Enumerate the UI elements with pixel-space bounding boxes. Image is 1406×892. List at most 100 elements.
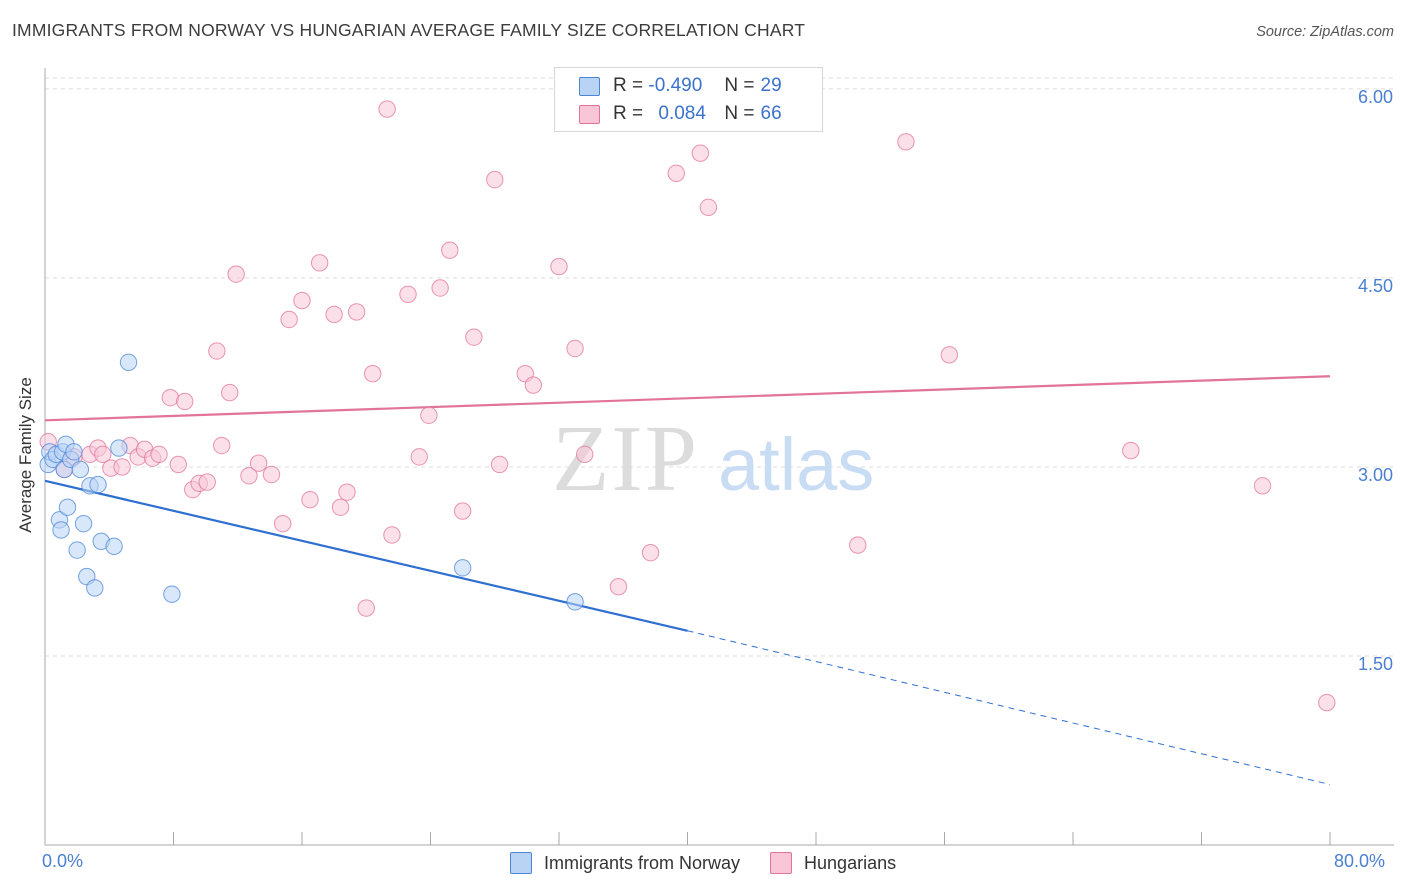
hungarian-point — [198, 473, 216, 491]
hungarian-point — [176, 392, 194, 411]
hungarian-point — [293, 291, 311, 310]
source-label: Source: ZipAtlas.com — [1256, 24, 1394, 40]
norway-point — [105, 537, 123, 556]
hungarian-point — [262, 465, 281, 484]
norway-point — [453, 559, 472, 577]
y-tick-label: 4.50 — [1358, 276, 1393, 296]
hungarian-point — [280, 310, 298, 329]
norway-point — [163, 585, 181, 603]
hungarian-point — [431, 279, 449, 297]
hungarian-point — [441, 241, 459, 259]
data-points — [39, 100, 1336, 712]
hungarian-point — [357, 599, 375, 617]
hungarian-point — [212, 436, 231, 455]
hungarian-point — [524, 376, 542, 394]
hungarian-point — [94, 445, 112, 464]
legend-swatch-hungarians — [579, 104, 600, 124]
hungarian-point — [399, 285, 417, 304]
legend-n-label: N = — [724, 103, 755, 124]
hungarian-point — [347, 303, 366, 321]
hungarian-point — [609, 577, 628, 596]
legend-r-label: R = — [613, 75, 644, 96]
norway-point — [65, 443, 83, 461]
norway-point — [119, 353, 138, 372]
legend-swatch-norway — [579, 76, 600, 96]
hungarian-point — [566, 339, 584, 358]
y-tick-labels: 1.50 3.00 4.50 6.00 — [1358, 87, 1393, 674]
hungarian-point — [325, 305, 343, 324]
legend-label-hungarians: Hungarians — [804, 852, 897, 873]
norway-point — [89, 475, 107, 494]
hungarian-point — [1318, 693, 1336, 712]
norway-point — [52, 521, 70, 539]
hungarian-point — [420, 406, 438, 424]
legend-n-label: N = — [724, 75, 755, 96]
norway-point — [86, 579, 104, 597]
hungarian-point — [486, 170, 504, 189]
legend-row-norway: R = -0.490 N = 29 — [555, 72, 782, 100]
hungarian-point — [453, 502, 472, 520]
hungarian-point — [161, 388, 179, 407]
hungarian-point — [940, 346, 959, 364]
hungarian-point — [849, 536, 867, 554]
x-tick-label-max: 80.0% — [1334, 851, 1386, 871]
hungarian-point — [1253, 477, 1272, 495]
grid-lines — [45, 77, 1394, 657]
stats-legend: R = -0.490 N = 29 R = 0.084 N = 66 — [554, 67, 823, 132]
norway-point — [68, 541, 86, 559]
legend-row-hungarians: R = 0.084 N = 66 — [555, 100, 782, 128]
legend-r-label: R = — [613, 103, 644, 124]
hungarian-point — [227, 265, 245, 283]
hungarian-point — [338, 483, 356, 501]
watermark-zip: ZIP — [552, 407, 699, 511]
hungarian-point — [383, 526, 401, 544]
legend-label-norway: Immigrants from Norway — [544, 852, 741, 873]
norway-point — [110, 439, 128, 457]
legend-n-value-hungarians: 66 — [760, 103, 782, 124]
hungarian-point — [301, 491, 319, 509]
y-tick-label: 1.50 — [1358, 654, 1393, 674]
norway-point — [58, 498, 77, 516]
hungarian-point — [274, 514, 292, 533]
legend-item-norway[interactable]: Immigrants from Norway — [510, 852, 740, 874]
legend-r-value-hungarians: 0.084 — [658, 103, 706, 124]
x-tick-label-min: 0.0% — [42, 851, 84, 871]
hungarian-point — [240, 467, 258, 485]
hungarian-point — [576, 445, 594, 464]
hungarian-point — [667, 164, 685, 183]
hungarian-point — [699, 198, 718, 217]
norway-point — [71, 460, 90, 479]
hungarian-point — [378, 100, 396, 118]
watermark: ZIP atlas — [552, 407, 874, 511]
hungarian-point — [363, 364, 382, 383]
series-legend: Immigrants from Norway Hungarians — [510, 852, 926, 874]
hungarian-point — [465, 328, 483, 346]
hungarian-point — [641, 543, 660, 562]
hungarian-point — [169, 455, 188, 474]
hungarian-point — [208, 342, 226, 360]
hungarian-trend-line — [44, 375, 1331, 422]
hungarian-point — [490, 455, 509, 474]
hungarian-point — [410, 448, 428, 466]
hungarian-point — [897, 133, 915, 151]
norway-trend-extension — [687, 630, 1331, 785]
hungarian-point — [550, 257, 568, 276]
chart-title: IMMIGRANTS FROM NORWAY VS HUNGARIAN AVER… — [12, 20, 806, 40]
hungarian-point — [691, 144, 710, 162]
legend-item-hungarians[interactable]: Hungarians — [770, 852, 896, 874]
y-axis-label: Average Family Size — [16, 377, 35, 533]
hungarian-point — [221, 383, 239, 402]
hungarian-point — [113, 458, 131, 476]
legend-swatch-norway — [510, 852, 532, 874]
y-tick-label: 3.00 — [1358, 465, 1393, 485]
legend-n-value-norway: 29 — [760, 75, 782, 96]
watermark-atlas: atlas — [718, 423, 874, 506]
norway-point — [566, 593, 584, 611]
hungarian-point — [1122, 441, 1140, 460]
y-tick-label: 6.00 — [1358, 87, 1393, 107]
norway-point — [74, 514, 93, 533]
hungarian-point — [310, 254, 329, 272]
hungarian-point — [249, 454, 268, 472]
hungarian-point — [150, 445, 168, 464]
